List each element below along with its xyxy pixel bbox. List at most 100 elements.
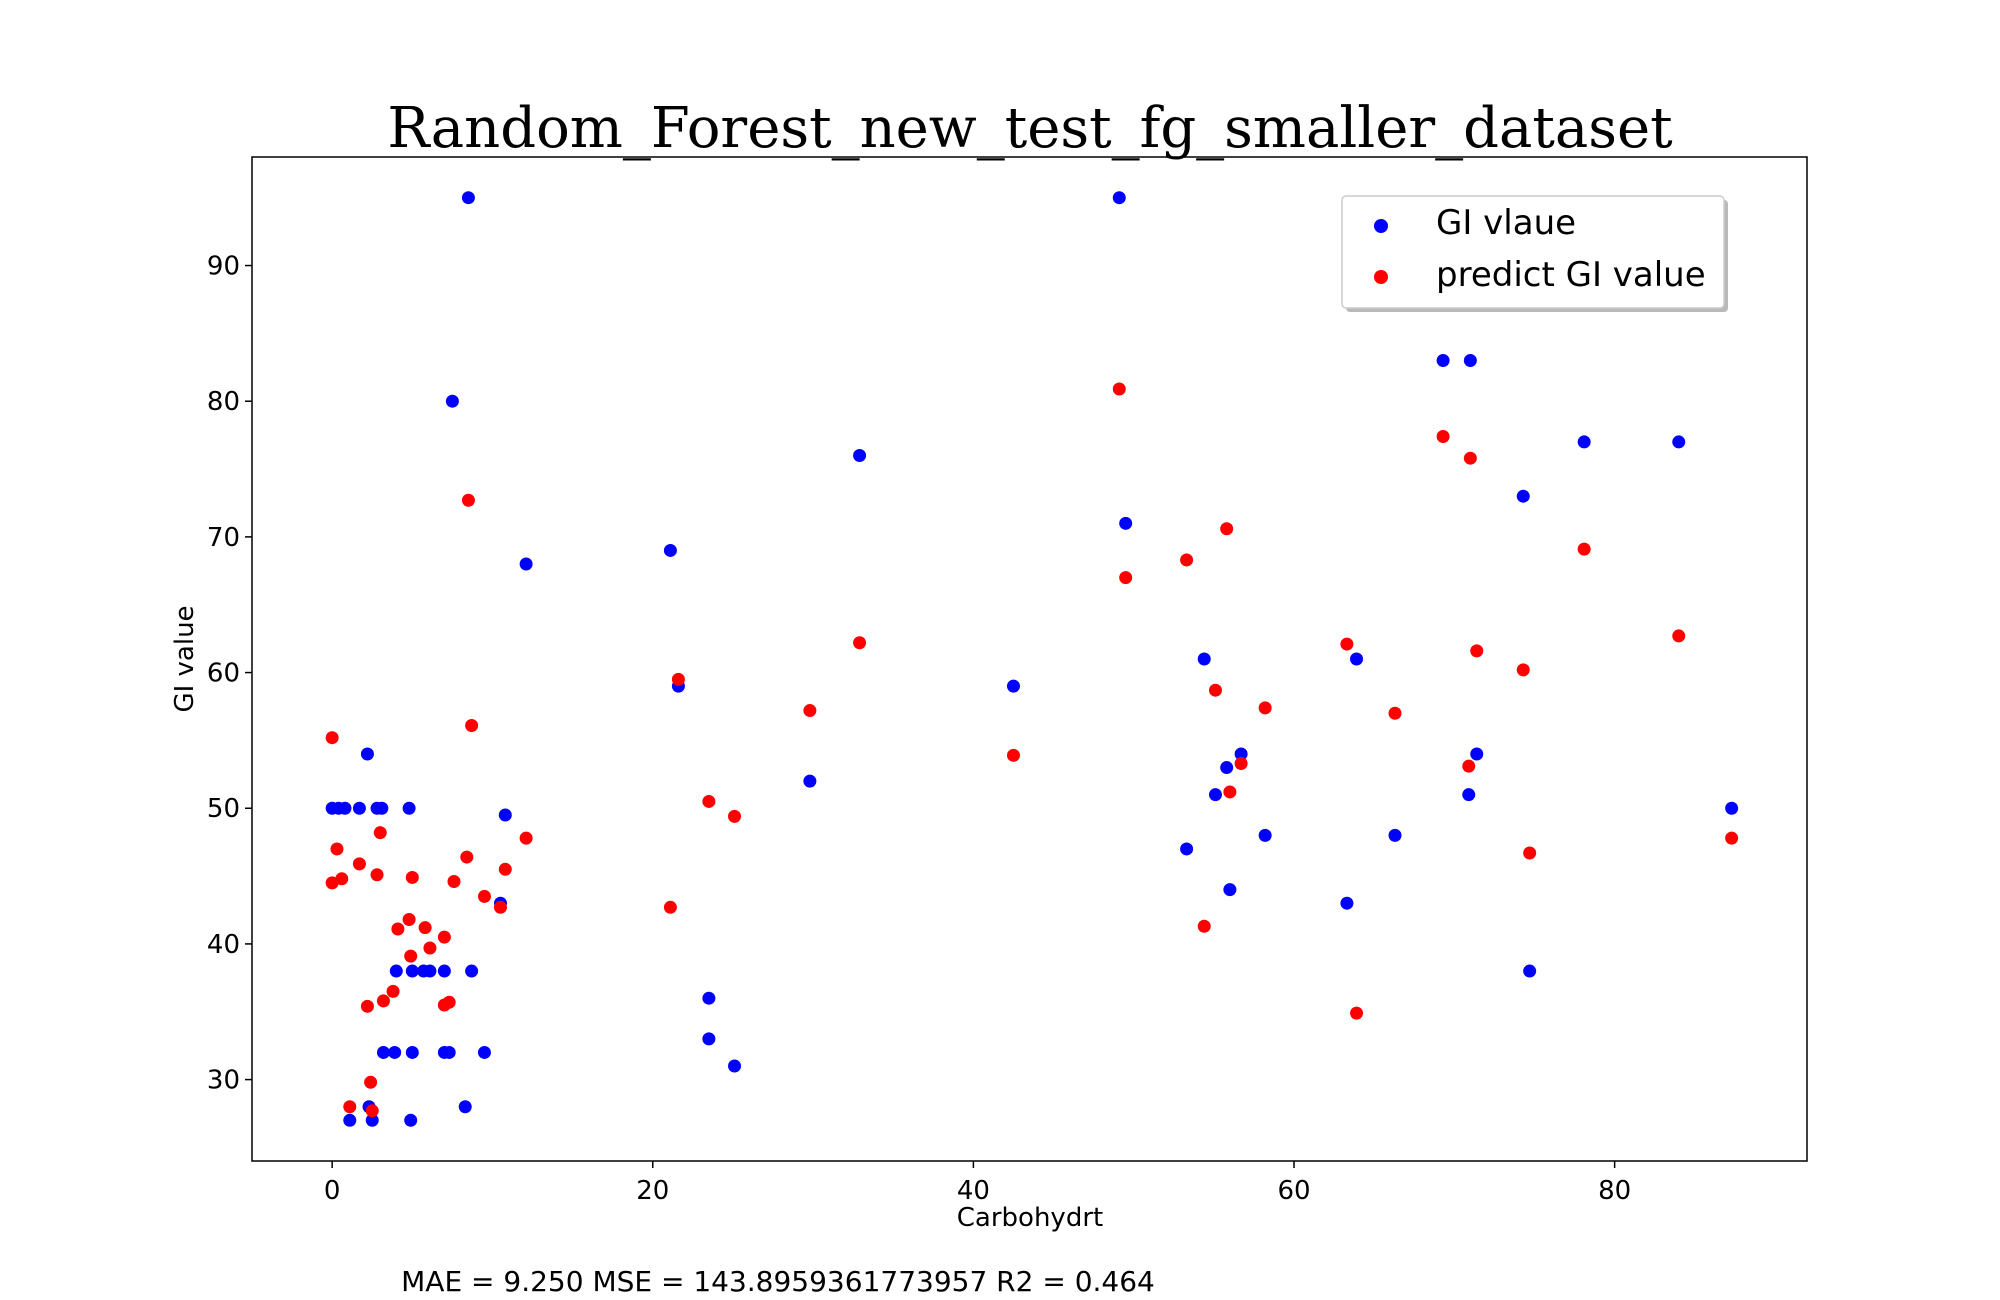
gi-value-point xyxy=(519,557,533,571)
data-points xyxy=(325,191,1739,1127)
predict-gi-value-point xyxy=(728,809,742,823)
gi-value-point xyxy=(388,1045,402,1059)
gi-value-point xyxy=(1119,516,1133,530)
gi-value-point xyxy=(1112,191,1126,205)
predict-gi-value-point xyxy=(498,862,512,876)
legend-label-gi-value: GI vlaue xyxy=(1436,203,1576,243)
predict-gi-value-point xyxy=(1119,571,1133,585)
gi-value-point xyxy=(728,1059,742,1073)
predict-gi-value-point xyxy=(360,999,374,1013)
plot-area xyxy=(251,156,1808,1162)
predict-gi-value-point xyxy=(1516,663,1530,677)
y-tick-label: 50 xyxy=(207,794,240,824)
x-tick-label: 0 xyxy=(324,1176,341,1206)
gi-value-point xyxy=(1436,354,1450,368)
predict-gi-value-point xyxy=(437,930,451,944)
gi-value-point xyxy=(404,1113,418,1127)
gi-value-point xyxy=(405,964,419,978)
predict-gi-value-point xyxy=(404,949,418,963)
gi-value-point xyxy=(405,1045,419,1059)
gi-value-point xyxy=(360,747,374,761)
gi-value-point xyxy=(1208,788,1222,802)
gi-value-point xyxy=(803,774,817,788)
gi-value-point xyxy=(423,964,437,978)
chart-title: Random_Forest_new_test_fg_smaller_datase… xyxy=(387,96,1673,161)
gi-value-point xyxy=(853,448,867,462)
predict-gi-value-point xyxy=(1220,522,1234,536)
predict-gi-value-point xyxy=(1672,629,1686,643)
gi-value-point xyxy=(365,1113,379,1127)
gi-value-point xyxy=(1180,842,1194,856)
gi-value-point xyxy=(498,808,512,822)
y-tick-label: 60 xyxy=(207,659,240,689)
gi-value-point xyxy=(461,191,475,205)
predict-gi-value-point xyxy=(671,672,685,686)
metrics-footer: MAE = 9.250 MSE = 143.8959361773957 R2 =… xyxy=(401,1265,1155,1298)
predict-gi-value-point xyxy=(352,857,366,871)
gi-value-point xyxy=(477,1045,491,1059)
predict-gi-value-point xyxy=(493,900,507,914)
predict-gi-value-point xyxy=(853,636,867,650)
gi-value-point xyxy=(1340,896,1354,910)
gi-value-point xyxy=(702,1032,716,1046)
predict-gi-value-point xyxy=(447,875,461,889)
predict-gi-value-point xyxy=(1462,759,1476,773)
predict-gi-value-point xyxy=(1470,644,1484,658)
gi-value-point xyxy=(1725,801,1739,815)
predict-gi-value-point xyxy=(477,889,491,903)
gi-value-point xyxy=(1234,747,1248,761)
predict-gi-value-point xyxy=(1577,542,1591,556)
gi-value-point xyxy=(1672,435,1686,449)
predict-gi-value-point xyxy=(325,731,339,745)
gi-value-point xyxy=(1258,828,1272,842)
gi-value-point xyxy=(376,1045,390,1059)
y-tick-label: 70 xyxy=(207,523,240,553)
predict-gi-value-point xyxy=(405,870,419,884)
predict-gi-value-point xyxy=(1112,382,1126,396)
y-tick-label: 80 xyxy=(207,387,240,417)
gi-value-point xyxy=(445,394,459,408)
predict-gi-value-point xyxy=(423,941,437,955)
predict-gi-value-point xyxy=(519,831,533,845)
gi-value-point xyxy=(663,543,677,557)
predict-gi-value-point xyxy=(335,872,349,886)
predict-gi-value-point xyxy=(1523,846,1537,860)
gi-value-point xyxy=(442,1045,456,1059)
gi-value-point xyxy=(1220,761,1234,775)
gi-value-point xyxy=(1470,747,1484,761)
gi-value-point xyxy=(465,964,479,978)
predict-gi-value-point xyxy=(1436,429,1450,443)
predict-gi-value-point xyxy=(343,1100,357,1114)
gi-value-point xyxy=(1350,652,1364,666)
legend-marker-gi-value xyxy=(1374,219,1388,233)
gi-value-point xyxy=(702,991,716,1005)
predict-gi-value-point xyxy=(442,995,456,1009)
predict-gi-value-point xyxy=(391,922,405,936)
y-tick-label: 40 xyxy=(207,930,240,960)
predict-gi-value-point xyxy=(370,868,384,882)
x-axis: 0 20 40 60 80 xyxy=(324,1161,1631,1206)
gi-value-point xyxy=(1463,354,1477,368)
gi-value-point xyxy=(375,801,389,815)
legend: GI vlaue predict GI value xyxy=(1341,195,1728,312)
gi-value-point xyxy=(343,1113,357,1127)
predict-gi-value-point xyxy=(364,1075,378,1089)
predict-gi-value-point xyxy=(1197,919,1211,933)
gi-value-point xyxy=(352,801,366,815)
predict-gi-value-point xyxy=(1350,1006,1364,1020)
predict-gi-value-point xyxy=(460,850,474,864)
gi-value-point xyxy=(1388,828,1402,842)
gi-value-point xyxy=(402,801,416,815)
y-axis-label: GI value xyxy=(170,605,200,712)
legend-label-predict-gi-value: predict GI value xyxy=(1436,255,1706,295)
x-tick-label: 40 xyxy=(957,1176,990,1206)
gi-value-point xyxy=(1523,964,1537,978)
gi-value-point xyxy=(1223,883,1237,897)
predict-gi-value-point xyxy=(1340,637,1354,651)
predict-gi-value-point xyxy=(1463,451,1477,465)
predict-gi-value-point xyxy=(330,842,344,856)
predict-gi-value-point xyxy=(1223,785,1237,799)
x-tick-label: 80 xyxy=(1598,1176,1631,1206)
gi-value-point xyxy=(458,1100,472,1114)
